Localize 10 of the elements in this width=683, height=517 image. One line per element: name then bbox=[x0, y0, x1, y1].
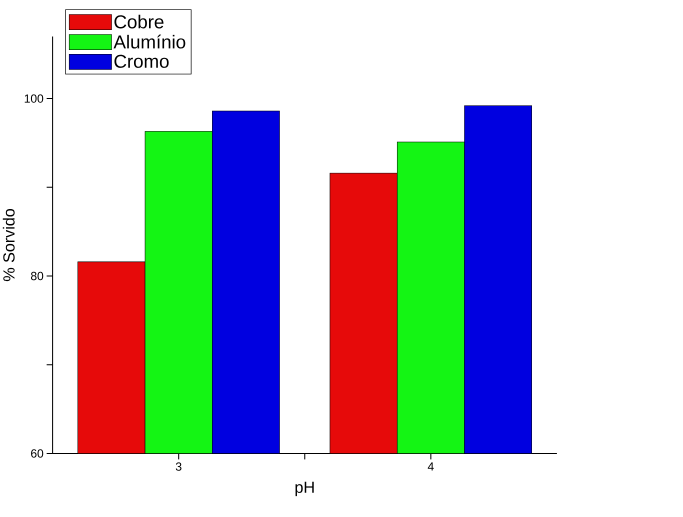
x-tick-label: 3 bbox=[176, 462, 182, 471]
legend-label: Alumínio bbox=[114, 34, 186, 49]
legend-label: Cobre bbox=[114, 14, 164, 28]
x-axis-title: pH bbox=[296, 482, 314, 496]
y-tick-label: 80 bbox=[30, 272, 44, 280]
y-tick-label: 100 bbox=[24, 94, 44, 103]
y-tick-label: 60 bbox=[31, 449, 44, 458]
x-tick-label: 4 bbox=[428, 462, 434, 471]
y-axis-title: % Sorvido bbox=[2, 208, 15, 282]
legend-label: Cromo bbox=[114, 54, 169, 68]
